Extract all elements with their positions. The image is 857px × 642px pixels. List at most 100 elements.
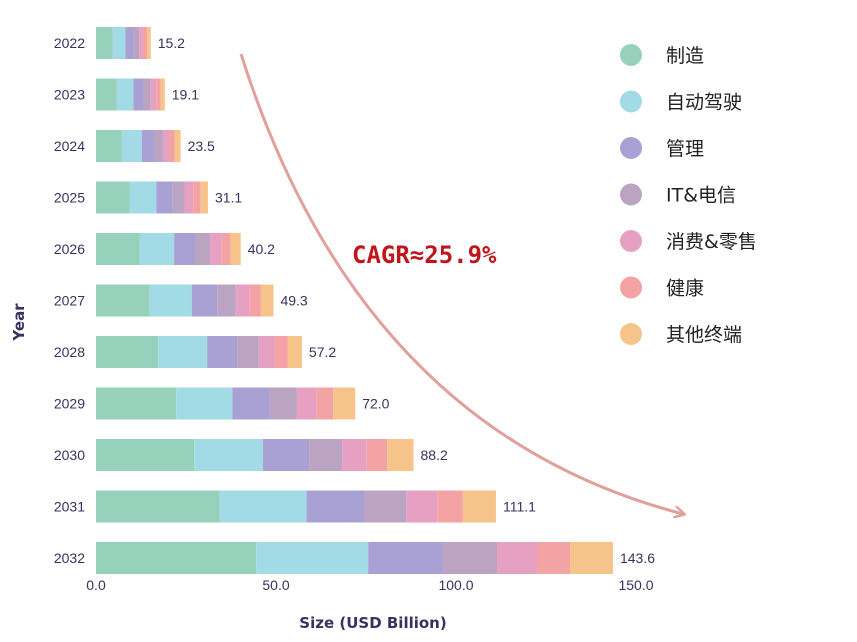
total-label-2027: 49.3 <box>280 293 307 309</box>
bar-segment-2031-0 <box>96 490 220 523</box>
bar-segment-2028-0 <box>96 336 159 368</box>
bar-segment-2022-4 <box>139 27 144 59</box>
bar-segment-2030-1 <box>194 439 264 471</box>
bar-segment-2031-2 <box>306 490 365 523</box>
bar-segment-2022-3 <box>133 27 140 59</box>
bar-segment-2029-5 <box>316 387 334 420</box>
bar-segment-2027-5 <box>249 284 261 317</box>
x-tick-2: 100.0 <box>438 577 473 593</box>
legend-swatch-2 <box>620 137 642 159</box>
bar-segment-2023-2 <box>133 78 144 111</box>
legend-swatch-6 <box>620 323 642 345</box>
y-tick-2024: 2024 <box>54 138 85 154</box>
bar-segment-2023-3 <box>143 78 151 111</box>
legend-label-0: 制造 <box>666 45 704 67</box>
total-label-2029: 72.0 <box>362 396 389 412</box>
bar-segment-2030-5 <box>366 439 388 471</box>
bar-segment-2029-6 <box>333 387 356 420</box>
total-label-2030: 88.2 <box>421 447 448 463</box>
bar-segment-2030-0 <box>96 439 195 471</box>
bar-segment-2026-4 <box>210 233 222 265</box>
x-tick-1: 50.0 <box>262 577 289 593</box>
total-label-2025: 31.1 <box>215 190 242 206</box>
bar-segment-2029-2 <box>232 387 270 420</box>
bar-segment-2025-4 <box>184 181 194 214</box>
bar-segment-2025-3 <box>172 181 185 214</box>
bar-segment-2023-0 <box>96 78 117 111</box>
bar-segment-2025-1 <box>129 181 157 214</box>
bar-segment-2026-1 <box>139 233 175 265</box>
x-tick-0: 0.0 <box>86 577 106 593</box>
bar-segment-2032-0 <box>96 542 257 574</box>
bar-segment-2030-4 <box>342 439 367 471</box>
legend-label-1: 自动驾驶 <box>666 92 742 114</box>
y-tick-2026: 2026 <box>54 241 85 257</box>
bar-segment-2023-6 <box>160 78 165 111</box>
total-label-2023: 19.1 <box>172 87 199 103</box>
bar-segment-2022-5 <box>143 27 148 59</box>
y-tick-2030: 2030 <box>54 447 85 463</box>
bar-segment-2029-3 <box>269 387 297 420</box>
bar-segment-2026-2 <box>174 233 195 265</box>
bar-segment-2022-0 <box>96 27 113 59</box>
bars-layer <box>96 27 613 574</box>
bar-segment-2032-4 <box>497 542 537 574</box>
y-tick-2029: 2029 <box>54 396 85 412</box>
bar-segment-2026-0 <box>96 233 140 265</box>
bar-segment-2031-5 <box>437 490 463 523</box>
y-tick-2027: 2027 <box>54 293 85 309</box>
bar-segment-2025-0 <box>96 181 130 214</box>
bar-segment-2032-5 <box>537 542 571 574</box>
y-tick-2032: 2032 <box>54 550 85 566</box>
x-axis-title: Size (USD Billion) <box>299 614 446 632</box>
legend-swatch-5 <box>620 276 642 299</box>
total-label-2032: 143.6 <box>620 550 655 566</box>
bar-segment-2027-3 <box>217 284 236 317</box>
x-tick-labels: 0.0 50.0 100.0 150.0 <box>86 577 653 593</box>
bar-segment-2032-2 <box>368 542 444 574</box>
bar-segment-2026-3 <box>195 233 211 265</box>
bar-segment-2030-6 <box>387 439 414 471</box>
bar-segment-2030-3 <box>309 439 343 471</box>
bar-segment-2028-4 <box>258 336 275 368</box>
cagr-annotation: CAGR≈25.9% <box>352 241 497 269</box>
bar-segment-2032-1 <box>256 542 369 574</box>
bar-segment-2029-4 <box>296 387 317 420</box>
bar-segment-2031-3 <box>364 490 407 523</box>
bar-segment-2031-1 <box>219 490 307 523</box>
legend-swatch-4 <box>620 230 642 252</box>
bar-segment-2029-0 <box>96 387 177 420</box>
bar-segment-2022-1 <box>112 27 126 59</box>
legend-label-6: 其他终端 <box>666 324 742 346</box>
legend-swatch-0 <box>620 44 642 66</box>
total-label-2028: 57.2 <box>309 344 336 360</box>
bar-segment-2024-2 <box>141 130 154 162</box>
y-axis-title: Year <box>10 303 28 342</box>
bar-segment-2023-4 <box>150 78 157 111</box>
bar-segment-2023-1 <box>116 78 134 111</box>
bar-segment-2032-3 <box>443 542 498 574</box>
y-tick-2028: 2028 <box>54 344 85 360</box>
bar-segment-2029-1 <box>176 387 233 420</box>
y-tick-2025: 2025 <box>54 190 85 206</box>
bar-segment-2031-4 <box>406 490 438 523</box>
bar-segment-2023-5 <box>156 78 161 111</box>
legend-swatch-1 <box>620 90 642 113</box>
bar-segment-2022-2 <box>125 27 134 59</box>
total-label-2026: 40.2 <box>248 241 275 257</box>
bar-segment-2027-0 <box>96 284 150 317</box>
bar-segment-2022-6 <box>147 27 151 59</box>
legend-label-5: 健康 <box>666 278 704 300</box>
bar-segment-2024-3 <box>153 130 163 162</box>
total-label-2031: 111.1 <box>503 499 536 515</box>
bar-segment-2028-1 <box>158 336 208 368</box>
bar-segment-2026-6 <box>230 233 241 265</box>
bar-segment-2026-5 <box>221 233 231 265</box>
bar-segment-2028-6 <box>287 336 302 368</box>
y-tick-2022: 2022 <box>54 35 85 51</box>
total-label-2024: 23.5 <box>188 138 215 154</box>
total-label-2022: 15.2 <box>158 35 185 51</box>
x-tick-3: 150.0 <box>618 577 653 593</box>
bar-segment-2027-2 <box>191 284 218 317</box>
